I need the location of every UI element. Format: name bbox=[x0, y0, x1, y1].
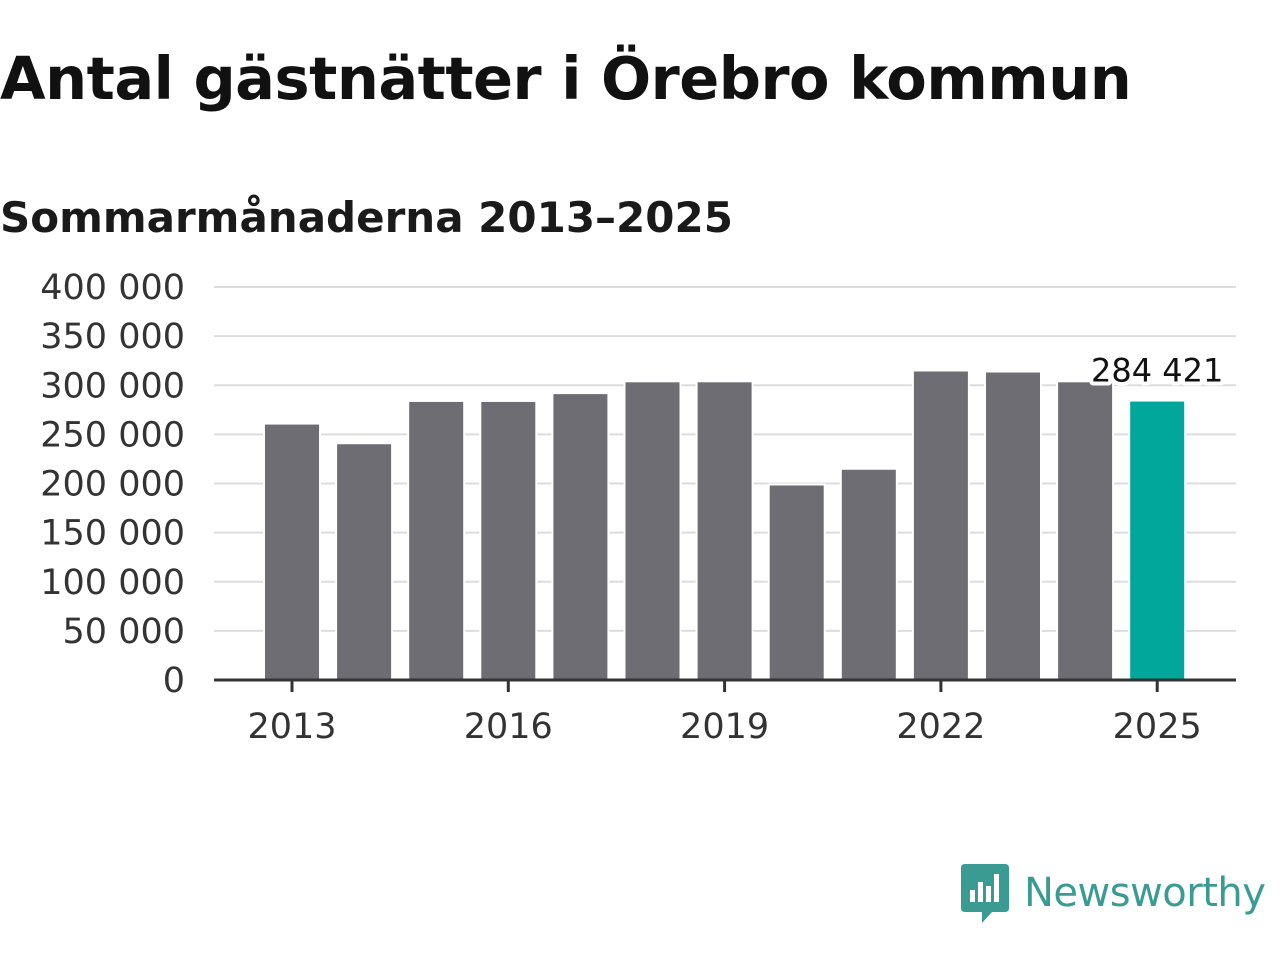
x-tick-label: 2022 bbox=[896, 707, 985, 747]
x-tick-label: 2019 bbox=[680, 707, 769, 747]
bar-2021 bbox=[839, 467, 898, 682]
x-tick-label: 2016 bbox=[464, 707, 553, 747]
bar-2015 bbox=[407, 399, 466, 681]
bars bbox=[263, 369, 1187, 682]
y-tick-label: 250 000 bbox=[40, 415, 185, 455]
bar-2017 bbox=[551, 392, 610, 681]
value-annotation: 284 421 bbox=[1091, 352, 1223, 390]
bar-2016 bbox=[479, 399, 538, 681]
bar-2014 bbox=[335, 442, 394, 681]
bar-2020 bbox=[767, 483, 826, 682]
annotations: 284 421 bbox=[1087, 348, 1227, 394]
x-tick-label: 2025 bbox=[1113, 707, 1202, 747]
brand-name: Newsworthy bbox=[1024, 870, 1266, 916]
brand-logo: Newsworthy bbox=[960, 862, 1266, 924]
bar-2024 bbox=[1056, 380, 1115, 681]
x-tick-label: 2013 bbox=[247, 707, 336, 747]
y-tick-label: 350 000 bbox=[40, 317, 185, 357]
chart-subtitle: Sommarmånaderna 2013–2025 bbox=[0, 193, 733, 242]
bar-2025 bbox=[1128, 399, 1187, 681]
y-tick-label: 400 000 bbox=[40, 268, 185, 308]
chart-title: Antal gästnätter i Örebro kommun bbox=[0, 44, 1132, 113]
x-axis: 2013 2016 2019 2022 2025 bbox=[214, 678, 1236, 747]
bar-2013 bbox=[263, 422, 321, 681]
y-tick-label: 200 000 bbox=[40, 465, 185, 505]
newsworthy-logo-icon bbox=[961, 864, 1009, 923]
bar-2022 bbox=[911, 369, 970, 681]
y-tick-label: 150 000 bbox=[40, 514, 185, 554]
bar-2023 bbox=[984, 370, 1042, 681]
y-tick-label: 100 000 bbox=[40, 563, 185, 603]
bar-chart: 0 50 000 100 000 150 000 200 000 250 000 300 0… bbox=[40, 268, 1236, 747]
bar-2018 bbox=[623, 380, 682, 681]
y-tick-label: 300 000 bbox=[40, 366, 185, 406]
y-axis-labels: 0 50 000 100 000 150 000 200 000 250 000 300 0… bbox=[40, 268, 185, 701]
y-tick-label: 0 bbox=[163, 661, 185, 701]
y-tick-label: 50 000 bbox=[63, 612, 185, 652]
bar-2019 bbox=[695, 380, 754, 681]
